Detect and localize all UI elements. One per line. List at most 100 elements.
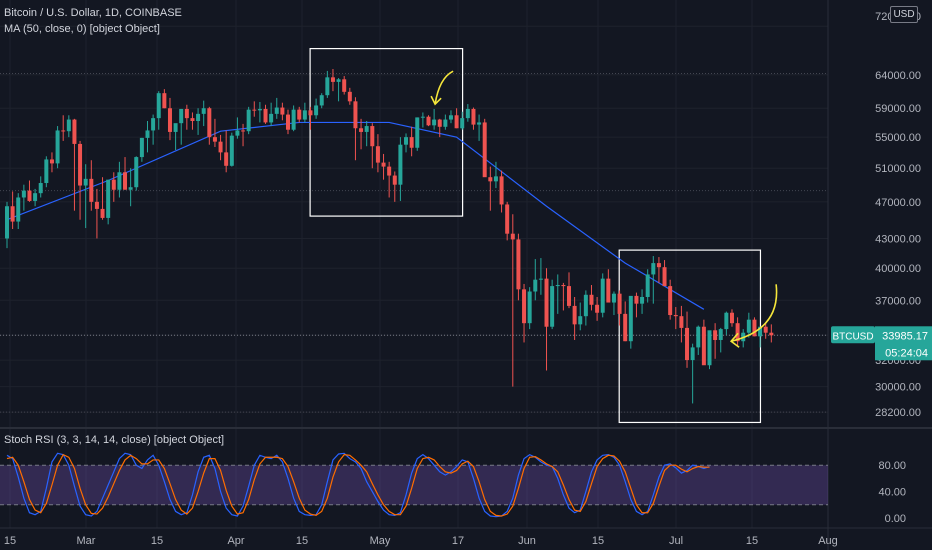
candle-body	[364, 126, 369, 132]
candle-body	[437, 119, 442, 127]
candle-body	[729, 312, 734, 324]
candle-body	[724, 312, 729, 330]
candle-body	[628, 295, 633, 342]
rsi-axis[interactable]: 80.00 40.00 0.00	[878, 460, 906, 525]
candle-body	[370, 126, 375, 147]
candle-body	[685, 327, 690, 361]
candle-body	[578, 316, 583, 325]
candle-body	[274, 107, 279, 114]
candle-body	[106, 179, 111, 218]
rsi-band	[0, 465, 828, 505]
candle-body	[61, 130, 66, 132]
candle-body	[538, 278, 543, 280]
price-tick-label: 28200.00	[875, 407, 921, 419]
price-tick-label: 37000.00	[875, 295, 921, 307]
candle-body	[448, 115, 453, 120]
candle-body	[561, 285, 566, 287]
candle-body	[123, 172, 128, 190]
candle-body	[319, 95, 324, 106]
candle-body	[83, 178, 88, 186]
candle-body	[212, 137, 217, 142]
candle-body	[49, 159, 54, 164]
candle-body	[488, 177, 493, 182]
candle-body	[640, 296, 645, 304]
candle-body	[398, 144, 403, 185]
time-tick-label: Jun	[518, 535, 536, 547]
candle-body	[308, 110, 313, 116]
candle-body	[404, 137, 409, 145]
candle-body	[196, 113, 201, 121]
candle-body	[156, 93, 161, 119]
candle-body	[387, 166, 392, 176]
price-tick-label: 40000.00	[875, 263, 921, 275]
candle-body	[713, 330, 718, 340]
candle-body	[718, 329, 723, 340]
annotation-arrow-head	[729, 332, 740, 348]
candle-body	[746, 319, 751, 333]
time-axis[interactable]: 15 Mar 15 Apr 15 May 17 Jun 15 Jul 15 Aug	[4, 535, 838, 547]
candle-body	[701, 326, 706, 366]
annotation-arrow-head	[430, 95, 442, 106]
time-tick-label: May	[370, 535, 391, 547]
candle-body	[477, 122, 482, 125]
candle-body	[409, 137, 414, 148]
candle-body	[465, 108, 470, 119]
time-tick-label: Aug	[818, 535, 838, 547]
candle-body	[656, 263, 661, 268]
candle-body	[21, 190, 26, 198]
candle-body	[600, 278, 605, 313]
candle-body	[241, 130, 246, 132]
candle-body	[224, 152, 229, 166]
candle-body	[78, 143, 83, 186]
current-price-value: 33985.17	[882, 330, 928, 342]
price-tick-label: 47000.00	[875, 197, 921, 209]
candle-body	[510, 233, 515, 240]
candle-body	[527, 291, 532, 324]
time-tick-label: Apr	[227, 535, 244, 547]
stoch-rsi-legend: Stoch RSI (3, 3, 14, 14, close) [object …	[4, 434, 225, 446]
annotation-arrow	[434, 70, 454, 105]
candle-body	[679, 316, 684, 328]
candle-body	[589, 294, 594, 305]
stoch-rsi-k-line	[6, 452, 710, 518]
rsi-tick-label: 80.00	[878, 460, 906, 472]
candle-body	[735, 323, 740, 342]
time-tick-label: 17	[452, 535, 464, 547]
candle-body	[44, 159, 49, 184]
candle-body	[415, 117, 420, 148]
candle-body	[167, 108, 172, 132]
candle-body	[257, 108, 262, 111]
candle-body	[162, 93, 167, 109]
candle-body	[454, 115, 459, 129]
candle-body	[668, 286, 673, 316]
candle-body	[128, 187, 133, 190]
candle-body	[190, 118, 195, 121]
chart-title: Bitcoin / U.S. Dollar, 1D, COINBASE	[4, 7, 182, 19]
candle-body	[555, 285, 560, 287]
candle-body	[544, 278, 549, 327]
candle-body	[314, 105, 319, 116]
candle-body	[763, 326, 768, 333]
candle-body	[117, 172, 122, 190]
candle-body	[72, 119, 77, 144]
candle-body	[426, 116, 431, 126]
candle-body	[493, 176, 498, 182]
annotation-rectangle	[309, 47, 464, 217]
candle-body	[280, 107, 285, 115]
time-tick-label: 15	[746, 535, 758, 547]
candle-body	[460, 118, 465, 129]
price-tick-label: 59000.00	[875, 103, 921, 115]
candle-body	[218, 141, 223, 153]
candle-body	[690, 347, 695, 361]
candle-body	[94, 201, 99, 209]
candle-body	[302, 110, 307, 120]
countdown-label: 05:24:04	[885, 347, 928, 359]
currency-button[interactable]: USD	[890, 6, 918, 23]
candle-body	[184, 108, 189, 119]
candle-body	[201, 108, 206, 114]
candle-body	[499, 176, 504, 205]
ma-line	[6, 121, 705, 310]
time-tick-label: 15	[592, 535, 604, 547]
